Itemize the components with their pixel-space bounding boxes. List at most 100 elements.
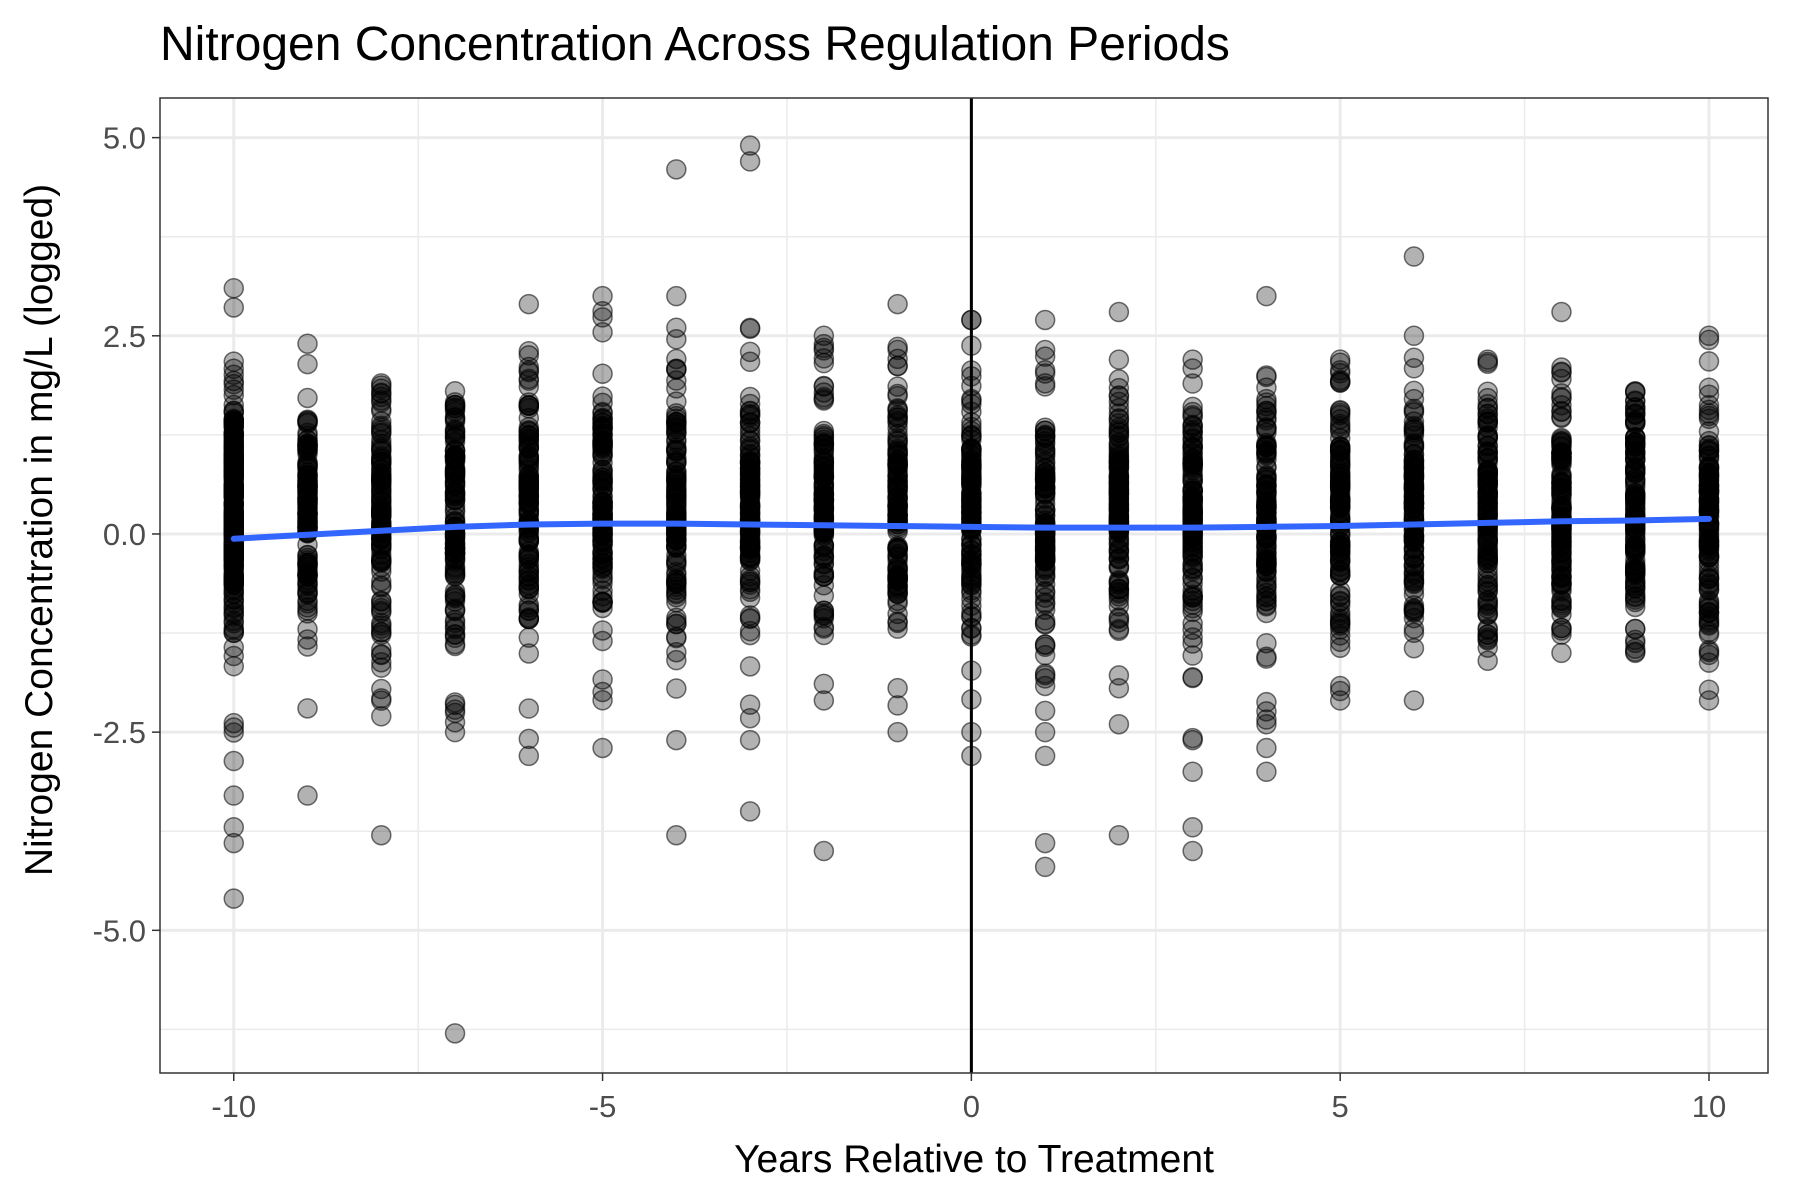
- data-point: [1698, 602, 1720, 623]
- data-point: [1551, 465, 1572, 486]
- data-point: [223, 416, 245, 438]
- data-point: [444, 543, 466, 564]
- data-point: [1034, 856, 1056, 878]
- data-point: [666, 359, 687, 381]
- data-point: [518, 577, 540, 599]
- data-point: [1698, 329, 1720, 351]
- data-point: [297, 429, 318, 451]
- data-point: [1108, 349, 1130, 370]
- data-point: [371, 499, 392, 520]
- data-point: [297, 473, 318, 495]
- data-point: [666, 447, 687, 468]
- data-point: [1182, 358, 1203, 379]
- data-point: [1698, 377, 1720, 398]
- data-point: [887, 293, 908, 315]
- data-point: [371, 678, 392, 700]
- data-point: [1403, 607, 1425, 629]
- data-point: [1256, 646, 1277, 668]
- data-point: [1403, 246, 1425, 267]
- data-point: [297, 435, 318, 456]
- data-point: [887, 336, 908, 358]
- data-point: [739, 620, 761, 642]
- data-point: [297, 481, 318, 503]
- data-point: [518, 428, 540, 450]
- data-point: [1551, 362, 1572, 383]
- data-point: [223, 277, 245, 299]
- data-point: [1034, 528, 1056, 550]
- data-point: [1477, 460, 1498, 481]
- data-point: [592, 307, 613, 328]
- data-point: [444, 565, 466, 586]
- data-point: [813, 467, 835, 488]
- data-point: [223, 379, 245, 400]
- data-point: [1108, 413, 1130, 434]
- data-point: [371, 469, 392, 490]
- y-tick-label: 5.0: [103, 121, 146, 156]
- y-tick-label: -5.0: [93, 913, 146, 948]
- data-point: [518, 392, 540, 413]
- data-point: [223, 637, 245, 658]
- data-point: [223, 832, 245, 854]
- data-point: [813, 429, 835, 451]
- data-point: [297, 619, 318, 640]
- data-point: [739, 656, 761, 677]
- data-point: [1108, 494, 1130, 515]
- data-point: [1329, 541, 1351, 562]
- data-point: [371, 824, 392, 846]
- data-point: [1182, 443, 1203, 465]
- data-point: [1108, 443, 1130, 465]
- data-point: [1403, 457, 1425, 479]
- x-tick-label: -5: [589, 1089, 617, 1124]
- data-point: [1329, 585, 1351, 606]
- data-point: [297, 550, 318, 571]
- data-point: [1551, 301, 1572, 323]
- data-point: [1256, 469, 1277, 491]
- data-point: [666, 824, 687, 846]
- data-point: [813, 600, 835, 622]
- data-point: [518, 345, 540, 366]
- data-point: [1108, 824, 1130, 846]
- data-point: [813, 352, 835, 374]
- data-point: [666, 678, 687, 699]
- data-point: [1182, 558, 1203, 579]
- data-point: [223, 297, 245, 318]
- data-point: [1698, 445, 1720, 466]
- data-point: [1256, 590, 1277, 611]
- data-point: [1403, 560, 1425, 582]
- data-point: [887, 677, 908, 699]
- data-point: [444, 699, 466, 720]
- data-point: [1182, 667, 1203, 689]
- data-point: [1034, 721, 1056, 743]
- data-point: [666, 470, 687, 491]
- data-point: [223, 750, 245, 772]
- data-point: [444, 537, 466, 559]
- data-point: [1403, 637, 1425, 659]
- data-point: [518, 583, 540, 605]
- data-point: [444, 467, 466, 489]
- data-point: [592, 386, 613, 407]
- data-point: [444, 501, 466, 523]
- data-point: [1108, 581, 1130, 603]
- data-point: [223, 548, 245, 569]
- data-point: [1624, 482, 1646, 504]
- data-point: [371, 438, 392, 460]
- data-point: [1329, 436, 1351, 457]
- data-point: [297, 409, 318, 430]
- data-point: [1256, 528, 1277, 549]
- data-point: [371, 458, 392, 480]
- data-point: [518, 698, 540, 719]
- data-point: [592, 285, 613, 307]
- data-point: [666, 564, 687, 586]
- data-point: [297, 575, 318, 597]
- data-point: [1698, 408, 1720, 430]
- data-point: [666, 159, 687, 180]
- data-point: [1256, 701, 1277, 722]
- data-point: [1698, 476, 1720, 497]
- data-point: [1698, 679, 1720, 701]
- data-point: [223, 400, 245, 422]
- grid-lines: [160, 98, 1768, 1073]
- data-point: [518, 293, 540, 315]
- data-point: [1329, 619, 1351, 640]
- data-point: [223, 645, 245, 667]
